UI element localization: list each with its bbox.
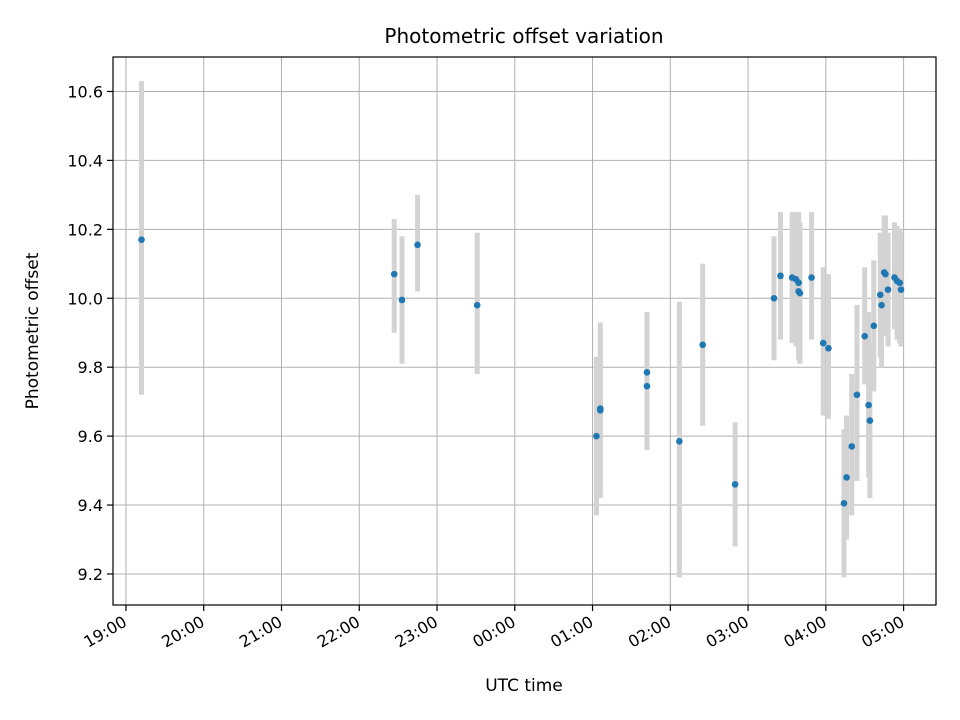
data-point (796, 289, 804, 297)
data-point (843, 474, 850, 481)
data-point (593, 432, 600, 440)
data-point (699, 341, 707, 349)
chart-title: Photometric offset variation (384, 24, 663, 48)
data-point (884, 286, 892, 293)
data-point (398, 296, 406, 304)
data-point (819, 339, 827, 347)
plot-frame (112, 56, 937, 606)
y-axis-ticks: 9.2 9.4 9.6 9.8 10.0 10.2 10.4 10.6 (67, 82, 113, 584)
data-point (770, 294, 778, 302)
data-point (808, 274, 815, 281)
y-tick-label: 10.4 (67, 151, 103, 170)
y-axis-title: Photometric offset (23, 252, 43, 409)
data-point (777, 272, 784, 280)
data-point (138, 236, 145, 243)
data-points (138, 236, 905, 507)
data-point (882, 270, 889, 278)
data-point (866, 417, 874, 424)
data-point (897, 286, 905, 293)
data-point (795, 279, 802, 287)
data-point (848, 443, 856, 450)
data-point (861, 332, 869, 340)
data-point (473, 301, 481, 309)
y-tick-label: 10.6 (67, 82, 103, 101)
data-point (676, 437, 683, 445)
y-tick-label: 9.4 (78, 496, 103, 515)
y-tick-label: 9.2 (78, 565, 103, 584)
data-point (643, 369, 651, 376)
data-point (865, 401, 872, 409)
y-tick-label: 10.2 (67, 220, 103, 239)
data-point (853, 391, 861, 399)
data-point (878, 301, 885, 309)
data-point (876, 291, 884, 299)
data-point (870, 322, 878, 330)
data-point (390, 270, 398, 278)
data-point (643, 382, 651, 390)
x-axis-title: UTC time (485, 676, 563, 696)
grid-lines (113, 57, 936, 605)
y-tick-label: 9.8 (78, 358, 103, 377)
data-point (597, 405, 604, 412)
data-point (896, 279, 904, 287)
data-point (840, 500, 848, 507)
data-point (414, 241, 421, 249)
data-point (731, 481, 739, 488)
y-tick-label: 9.6 (78, 427, 103, 446)
y-tick-label: 10.0 (67, 289, 103, 308)
data-point (825, 344, 832, 352)
